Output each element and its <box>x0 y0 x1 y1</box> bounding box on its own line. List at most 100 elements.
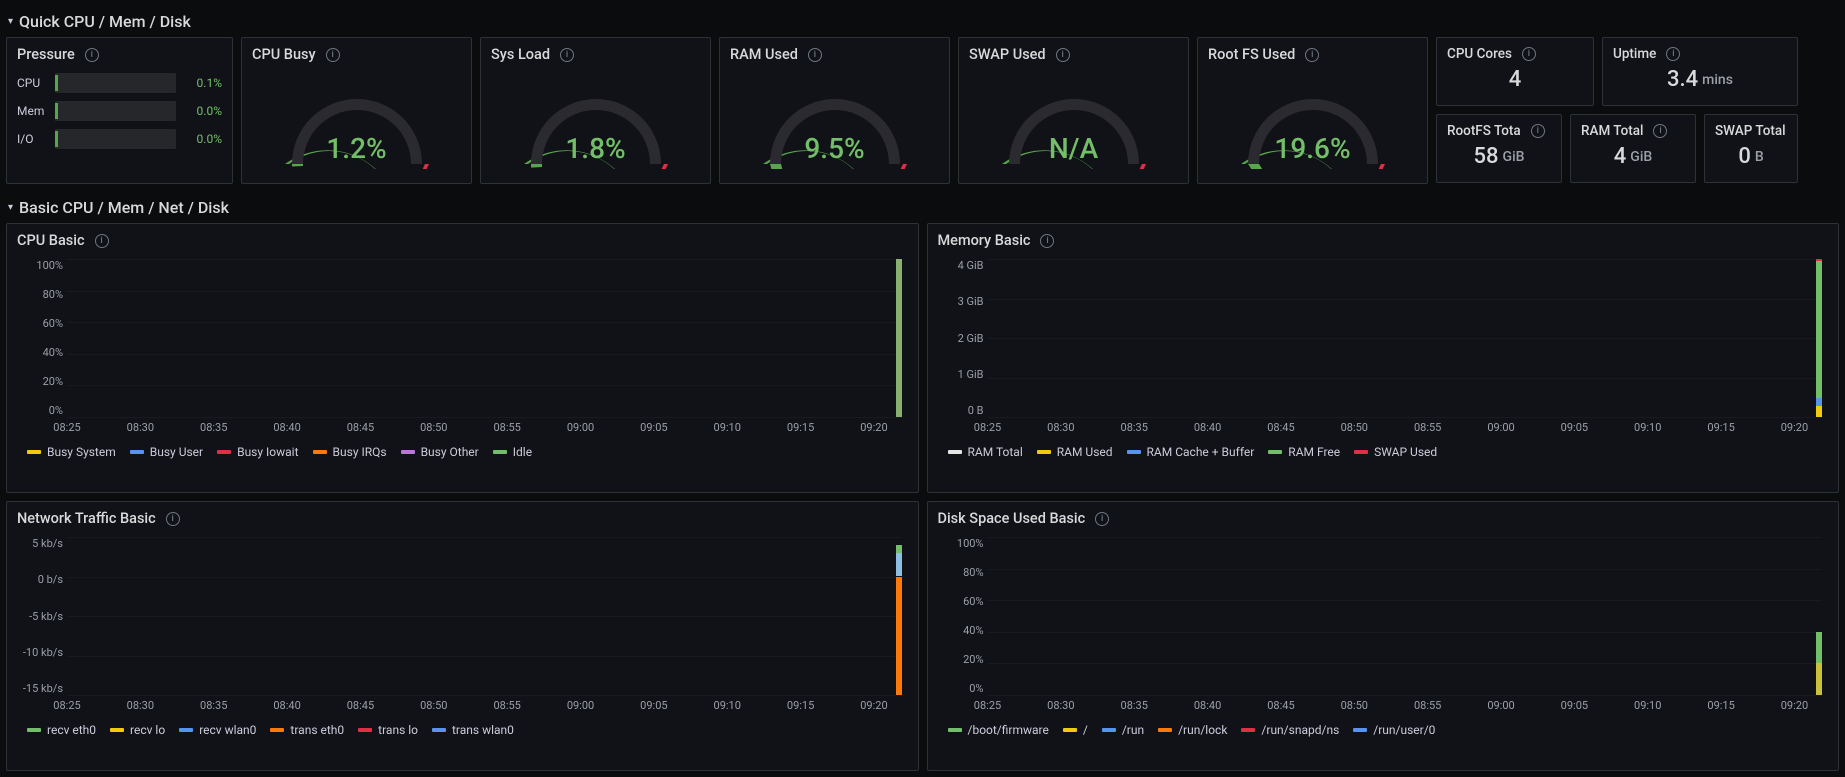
stat-panel[interactable]: RootFS Totai 58GiB <box>1436 114 1562 183</box>
gauge-panel[interactable]: Sys Loadi 1.8% <box>480 37 711 184</box>
gauge-panel[interactable]: CPU Busyi 1.2% <box>241 37 472 184</box>
section-title: Basic CPU / Mem / Net / Disk <box>19 198 229 217</box>
legend-item[interactable]: SWAP Used <box>1354 445 1437 459</box>
info-icon[interactable]: i <box>1531 124 1545 138</box>
legend-label: trans lo <box>378 723 418 737</box>
info-icon[interactable]: i <box>326 48 340 62</box>
stat-panel[interactable]: RAM Total i 4GiB <box>1570 114 1696 183</box>
panel-title-text: SWAP Used <box>969 46 1046 63</box>
stat-value: 0B <box>1715 139 1787 174</box>
pressure-value: 0.1% <box>176 76 222 90</box>
gauge-panel[interactable]: RAM Usedi 9.5% <box>719 37 950 184</box>
info-icon[interactable]: i <box>1056 48 1070 62</box>
legend: /boot/firmware / /run/run/lock/run/snapd/n… <box>948 723 1829 737</box>
legend-item[interactable]: RAM Free <box>1268 445 1340 459</box>
panel-title-text: Root FS Used <box>1208 46 1295 63</box>
panel-title-text: Disk Space Used Basic <box>938 510 1086 527</box>
panel-title-text: Pressure <box>17 46 75 63</box>
legend-item[interactable]: /boot/firmware <box>948 723 1049 737</box>
stat-value: 4 <box>1447 62 1583 97</box>
panel-title-text: RAM Total <box>1581 123 1643 139</box>
legend-item[interactable]: / <box>1063 723 1088 737</box>
legend-item[interactable]: recv eth0 <box>27 723 96 737</box>
legend-item[interactable]: RAM Total <box>948 445 1023 459</box>
gauge-value: 19.6% <box>1198 132 1427 165</box>
info-icon[interactable]: i <box>85 48 99 62</box>
gauge-panel[interactable]: SWAP Used i N/A <box>958 37 1189 184</box>
stat-panel[interactable]: CPU Cores i 4 <box>1436 37 1594 106</box>
info-icon[interactable]: i <box>1095 512 1109 526</box>
legend-item[interactable]: Busy System <box>27 445 116 459</box>
legend-item[interactable]: RAM Used <box>1037 445 1113 459</box>
pressure-label: Mem <box>17 104 55 118</box>
legend-item[interactable]: Busy User <box>130 445 203 459</box>
legend-label: recv eth0 <box>47 723 96 737</box>
chevron-down-icon: ▾ <box>8 16 13 27</box>
panel-title-text: Uptime <box>1613 46 1656 62</box>
plot-area <box>67 537 902 695</box>
gauge-panel[interactable]: Root FS Used i 19.6% <box>1197 37 1428 184</box>
legend-label: Busy User <box>150 445 203 459</box>
stat-value: 4GiB <box>1581 139 1685 174</box>
plot-area <box>67 259 902 417</box>
legend-item[interactable]: Busy IRQs <box>313 445 387 459</box>
panel-title-text: Memory Basic <box>938 232 1031 249</box>
legend-label: Busy IRQs <box>333 445 387 459</box>
legend-item[interactable]: /run/lock <box>1158 723 1227 737</box>
y-axis: 100%80%60%40%20%0% <box>17 259 63 417</box>
info-icon[interactable]: i <box>808 48 822 62</box>
legend-item[interactable]: Busy Other <box>401 445 479 459</box>
info-icon[interactable]: i <box>560 48 574 62</box>
legend-item[interactable]: recv wlan0 <box>179 723 256 737</box>
legend-item[interactable]: trans lo <box>358 723 418 737</box>
pressure-value: 0.0% <box>176 104 222 118</box>
section-header-basic[interactable]: ▾ Basic CPU / Mem / Net / Disk <box>6 192 1839 223</box>
x-axis: 08:2508:3008:3508:4008:4508:5008:5509:00… <box>67 421 902 439</box>
pressure-label: CPU <box>17 76 55 90</box>
panel-cpu-basic[interactable]: CPU Basici100%80%60%40%20%0%08:2508:3008… <box>6 223 919 493</box>
info-icon[interactable]: i <box>1305 48 1319 62</box>
legend-label: RAM Used <box>1057 445 1113 459</box>
y-axis: 5 kb/s0 b/s-5 kb/s-10 kb/s-15 kb/s <box>17 537 63 695</box>
legend-item[interactable]: /run <box>1102 723 1144 737</box>
legend-item[interactable]: /run/user/0 <box>1353 723 1435 737</box>
chevron-down-icon: ▾ <box>8 202 13 213</box>
legend-label: Busy Other <box>421 445 479 459</box>
panel-title-text: Sys Load <box>491 46 550 63</box>
legend-label: / <box>1083 723 1088 737</box>
panel-title-text: CPU Cores <box>1447 46 1512 62</box>
legend-item[interactable]: RAM Cache + Buffer <box>1127 445 1255 459</box>
info-icon[interactable]: i <box>95 234 109 248</box>
legend-label: recv lo <box>130 723 165 737</box>
panel-memory-basic[interactable]: Memory Basici4 GiB3 GiB2 GiB1 GiB0 B08:2… <box>927 223 1840 493</box>
legend-label: trans eth0 <box>290 723 344 737</box>
legend-item[interactable]: Idle <box>493 445 532 459</box>
plot-area <box>988 537 1823 695</box>
pressure-row: Mem 0.0% <box>17 101 222 121</box>
panel-network-basic[interactable]: Network Traffic Basic i 5 kb/s0 b/s-5 kb/s… <box>6 501 919 771</box>
info-icon[interactable]: i <box>1522 47 1536 61</box>
info-icon[interactable]: i <box>166 512 180 526</box>
stat-panel[interactable]: SWAP Totali 0B <box>1704 114 1798 183</box>
legend-item[interactable]: Busy Iowait <box>217 445 298 459</box>
legend-item[interactable]: trans wlan0 <box>432 723 514 737</box>
legend-label: /run/user/0 <box>1373 723 1435 737</box>
pressure-value: 0.0% <box>176 132 222 146</box>
gauge-value: N/A <box>959 132 1188 165</box>
stat-panel[interactable]: Uptimei 3.4mins <box>1602 37 1798 106</box>
info-icon[interactable]: i <box>1653 124 1667 138</box>
section-header-quick[interactable]: ▾ Quick CPU / Mem / Disk <box>6 6 1839 37</box>
info-icon[interactable]: i <box>1666 47 1680 61</box>
legend-item[interactable]: trans eth0 <box>270 723 344 737</box>
legend-item[interactable]: recv lo <box>110 723 165 737</box>
panel-pressure[interactable]: Pressure i CPU 0.1%Mem 0.0%I/O 0.0% <box>6 37 233 184</box>
pressure-row: I/O 0.0% <box>17 129 222 149</box>
x-axis: 08:2508:3008:3508:4008:4508:5008:5509:00… <box>67 699 902 717</box>
panel-disk-basic[interactable]: Disk Space Used Basici100%80%60%40%20%0%… <box>927 501 1840 771</box>
pressure-label: I/O <box>17 132 55 146</box>
legend-item[interactable]: /run/snapd/ns <box>1241 723 1339 737</box>
info-icon[interactable]: i <box>1040 234 1054 248</box>
panel-title-text: Network Traffic Basic <box>17 510 156 527</box>
panel-title-text: CPU Busy <box>252 46 316 63</box>
panel-title-text: SWAP Total <box>1715 123 1786 139</box>
